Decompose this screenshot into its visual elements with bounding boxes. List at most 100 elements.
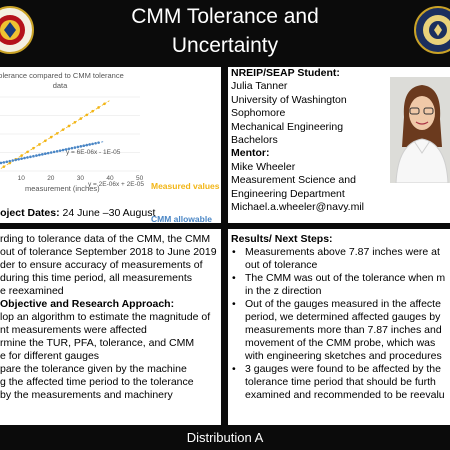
mentor-name: Mike Wheeler — [231, 160, 296, 173]
cmm-equation: y = 2E-06x + 2E-05 — [88, 181, 144, 188]
result-1-line-1: Measurements above 7.87 inches were at — [245, 246, 440, 258]
left-seal-logo — [0, 6, 34, 54]
result-3-line-2: period, we determined affected gauges by — [245, 311, 441, 323]
measured-equation: y = 6E-06x - 1E-05 — [66, 149, 121, 156]
data-point-cmm — [20, 157, 23, 160]
result-4-line-2: tolerance time period that should be fur… — [245, 376, 436, 388]
data-point-measured — [49, 135, 53, 139]
background-line-1: rding to tolerance data of the CMM, the … — [0, 233, 211, 245]
background-line-5: e reexamined — [0, 285, 64, 297]
data-point-cmm — [14, 158, 17, 162]
data-point-measured — [55, 132, 59, 135]
x-tick-label: 50 — [136, 175, 144, 182]
data-point-measured — [79, 117, 83, 120]
project-dates-value: 24 June –30 August — [59, 207, 156, 219]
data-point-cmm — [26, 156, 29, 159]
distribution-footer: Distribution A — [186, 430, 264, 445]
background-line-4: during this time period, all measurement… — [0, 272, 193, 284]
data-point-cmm — [23, 156, 26, 160]
approach-heading: Objective and Research Approach: — [0, 298, 175, 310]
x-tick-label: 30 — [77, 175, 85, 182]
student-photo — [390, 77, 450, 184]
title-line-1: CMM Tolerance and — [131, 5, 319, 28]
data-point-cmm — [70, 146, 74, 150]
chart-title-line-1: tolerance compared to CMM tolerance — [0, 71, 124, 80]
result-bullet-1: Measurements above 7.87 inches were at o… — [231, 246, 450, 272]
mentor-dept-line-1: Measurement Science and — [231, 174, 356, 187]
x-tick-label: 20 — [47, 175, 55, 182]
data-point-cmm — [85, 143, 89, 147]
legend-measured: Measured values — [151, 181, 220, 191]
student-degree: Bachelors — [231, 134, 278, 147]
data-point-cmm — [67, 147, 71, 151]
data-point-cmm — [64, 148, 68, 151]
data-point-cmm — [61, 148, 65, 152]
data-point-measured — [26, 150, 29, 154]
data-point-cmm — [58, 149, 62, 152]
data-point-cmm — [0, 161, 3, 165]
approach-line-5: pare the tolerance given by the machine — [0, 363, 187, 375]
data-point-cmm — [76, 145, 80, 149]
data-point-cmm — [97, 141, 100, 144]
data-point-cmm — [41, 153, 44, 156]
data-point-measured — [67, 124, 71, 128]
data-point-cmm — [5, 160, 9, 164]
results-heading: Results/ Next Steps: — [231, 233, 333, 245]
student-school: University of Washington — [231, 93, 347, 106]
approach-line-4: e for different gauges — [0, 350, 100, 362]
tolerance-chart: 10 20 30 40 50 y = 6E-06x - 1E-05 y = 2E-06x… — [0, 96, 220, 223]
result-3-line-5: with engineering sketches and procedures — [245, 350, 442, 362]
data-point-cmm — [55, 149, 59, 153]
result-4-line-3: examined and recommended to be reevalu — [245, 389, 445, 401]
data-point-cmm — [29, 155, 32, 159]
data-point-measured — [43, 139, 47, 143]
approach-line-2: nt measurements were affected — [0, 324, 147, 336]
data-point-measured — [61, 128, 65, 131]
student-major: Mechanical Engineering — [231, 120, 344, 133]
student-heading: NREIP/SEAP Student: — [231, 67, 340, 79]
results-text: Results/ Next Steps: Measurements above … — [231, 233, 450, 402]
data-point-cmm — [32, 154, 35, 158]
data-point-cmm — [8, 159, 12, 163]
background-line-3: der to ensure accuracy of measurements o… — [0, 259, 203, 271]
data-point-measured — [2, 165, 6, 168]
mentor-email: Michael.a.wheeler@navy.mil — [231, 201, 365, 214]
chart-panel: tolerance compared to CMM tolerance data… — [0, 67, 221, 223]
data-point-cmm — [43, 152, 47, 156]
approach-line-7: by the measurements and machinery — [0, 389, 173, 401]
data-point-measured — [103, 102, 106, 106]
chart-title-line-2: data — [52, 81, 68, 90]
student-name: Julia Tanner — [231, 80, 288, 93]
background-line-2: out of tolerance September 2018 to June … — [0, 246, 217, 258]
project-dates-label: roject Dates: — [0, 207, 60, 219]
data-point-measured — [85, 113, 89, 117]
data-point-cmm — [17, 157, 20, 161]
x-tick-label: 10 — [18, 175, 26, 182]
result-bullet-4: 3 gauges were found to be affected by th… — [231, 363, 450, 402]
result-3-line-3: measurements more than 7.87 inches and — [245, 324, 442, 336]
x-axis-label: measurement (inches) — [25, 184, 100, 193]
data-point-measured — [38, 143, 41, 146]
approach-panel: rding to tolerance data of the CMM, the … — [0, 229, 221, 425]
result-3-line-1: Out of the gauges measured in the affect… — [245, 298, 441, 310]
approach-text: rding to tolerance data of the CMM, the … — [0, 233, 221, 402]
chart-title: tolerance compared to CMM tolerance data — [0, 71, 130, 91]
data-point-measured — [97, 106, 100, 109]
result-2-line-2: in the z direction — [245, 285, 322, 297]
data-point-cmm — [79, 145, 83, 148]
result-bullet-3: Out of the gauges measured in the affect… — [231, 298, 450, 363]
title-line-2: Uncertainty — [171, 34, 279, 57]
approach-line-1: lop an algorithm to estimate the magnitu… — [0, 311, 211, 323]
approach-line-3: rmine the TUR, PFA, tolerance, and CMM — [0, 337, 195, 349]
data-point-cmm — [52, 150, 56, 154]
data-point-cmm — [46, 151, 50, 155]
poster-title: CMM Tolerance and Uncertainty — [0, 2, 450, 60]
x-tick-label: 40 — [106, 175, 114, 182]
student-info: NREIP/SEAP Student: Julia Tanner Univers… — [231, 67, 364, 214]
data-point-cmm — [94, 141, 97, 145]
data-point-measured — [73, 120, 77, 124]
data-point-cmm — [49, 151, 53, 154]
result-2-line-1: The CMM was out of the tolerance when m — [245, 272, 446, 284]
data-point-cmm — [38, 153, 41, 157]
result-3-line-4: movement of the CMM probe, which was — [245, 337, 436, 349]
